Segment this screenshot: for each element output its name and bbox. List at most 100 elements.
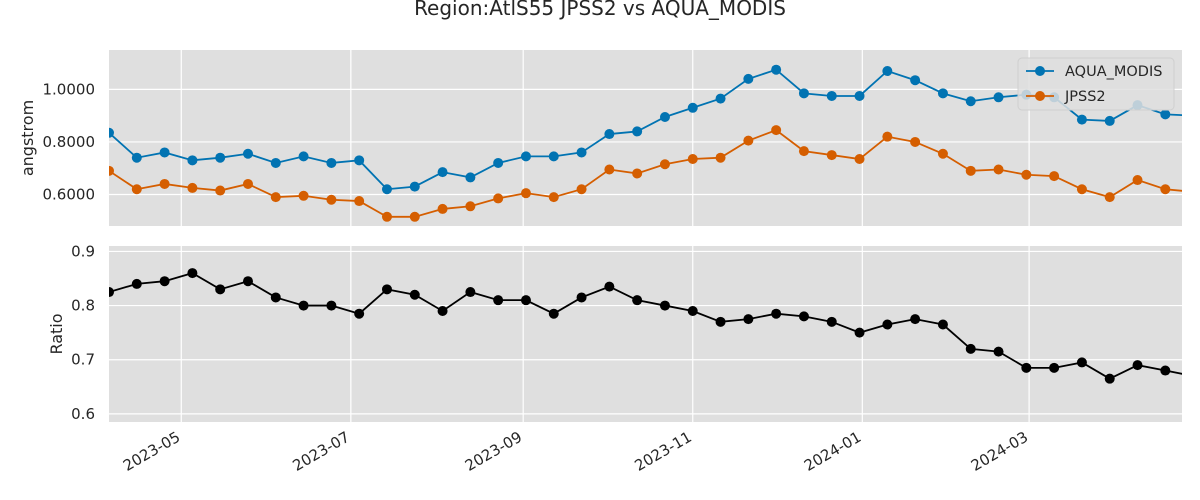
data-point — [687, 305, 698, 316]
data-point — [187, 155, 198, 166]
y-tick-label: 0.8 — [71, 297, 95, 315]
data-point — [604, 129, 615, 140]
data-point — [882, 66, 893, 77]
bottom-plot-area — [109, 246, 1182, 422]
data-point — [215, 185, 226, 196]
data-point — [965, 343, 976, 354]
data-point — [187, 182, 198, 193]
data-point — [1132, 175, 1143, 186]
data-point — [604, 164, 615, 175]
data-point — [576, 147, 587, 158]
y-tick-label: 0.9 — [71, 242, 95, 260]
data-point — [548, 192, 559, 203]
data-point — [409, 211, 420, 222]
data-point — [771, 308, 782, 319]
data-point — [131, 184, 142, 195]
data-point — [409, 181, 420, 192]
data-point — [798, 311, 809, 322]
data-point — [1049, 362, 1060, 373]
y-tick-label: 0.6000 — [43, 185, 96, 203]
top-series-group — [109, 64, 1182, 222]
data-point — [109, 287, 114, 298]
legend-label: JPSS2 — [1064, 89, 1106, 105]
data-point — [437, 167, 448, 178]
data-point — [1104, 115, 1115, 126]
data-point — [520, 295, 531, 306]
data-point — [576, 184, 587, 195]
data-point — [354, 196, 365, 207]
data-point — [242, 276, 253, 287]
data-point — [270, 157, 281, 168]
data-point — [687, 102, 698, 113]
data-point — [937, 148, 948, 159]
bottom-gridlines — [109, 246, 1182, 422]
data-point — [882, 319, 893, 330]
data-point — [465, 172, 476, 183]
data-point — [854, 154, 865, 165]
data-point — [826, 150, 837, 161]
chart-title: Region:AtlS55 JPSS2 vs AQUA_MODIS — [414, 0, 786, 20]
y-tick-label: 1.0000 — [43, 80, 96, 98]
data-point — [1076, 357, 1087, 368]
data-point — [465, 201, 476, 212]
data-point — [854, 90, 865, 101]
legend-label: AQUA_MODIS — [1065, 64, 1162, 80]
data-point — [109, 127, 114, 138]
top-y-tick-labels: 0.6000 0.8000 1.0000 — [43, 80, 96, 203]
data-point — [687, 154, 698, 165]
data-point — [1049, 171, 1060, 182]
data-point — [548, 151, 559, 162]
data-point — [659, 111, 670, 122]
data-point — [1132, 360, 1143, 371]
bottom-series-group — [109, 268, 1182, 384]
data-point — [937, 319, 948, 330]
data-point — [298, 300, 309, 311]
data-point — [715, 152, 726, 163]
top-panel: 0.6000 0.8000 1.0000 angstrom AQUA_MODIS JP… — [18, 50, 1182, 226]
data-point — [743, 135, 754, 146]
data-point — [798, 88, 809, 99]
legend-marker — [1035, 66, 1045, 76]
data-point — [965, 96, 976, 107]
data-point — [381, 211, 392, 222]
bottom-y-tick-labels: 0.6 0.7 0.8 0.9 — [71, 242, 95, 422]
data-point — [381, 184, 392, 195]
data-point — [910, 136, 921, 147]
data-point — [242, 148, 253, 159]
data-point — [659, 159, 670, 170]
data-point — [409, 289, 420, 300]
data-point — [632, 168, 643, 179]
data-point — [298, 190, 309, 201]
data-point — [604, 281, 615, 292]
legend: AQUA_MODIS JPSS2 — [1017, 57, 1175, 111]
top-y-axis-label: angstrom — [18, 100, 37, 176]
data-point — [659, 300, 670, 311]
legend-item-jpss2: JPSS2 — [1026, 89, 1106, 105]
data-point — [937, 88, 948, 99]
data-point — [715, 93, 726, 104]
data-point — [187, 268, 198, 279]
data-point — [465, 287, 476, 298]
data-point — [381, 284, 392, 295]
data-point — [131, 278, 142, 289]
legend-item-aqua_modis: AQUA_MODIS — [1026, 64, 1162, 80]
data-point — [520, 151, 531, 162]
bottom-y-axis-label: Ratio — [47, 313, 66, 354]
data-point — [1160, 365, 1171, 376]
data-point — [798, 146, 809, 157]
data-point — [437, 203, 448, 214]
data-point — [298, 151, 309, 162]
data-point — [715, 316, 726, 327]
y-tick-label: 0.6 — [71, 405, 95, 423]
series-jpss2 — [109, 125, 1182, 222]
series-ratio — [109, 268, 1182, 384]
data-point — [993, 164, 1004, 175]
data-point — [493, 157, 504, 168]
data-point — [1104, 192, 1115, 203]
data-point — [826, 316, 837, 327]
data-point — [270, 192, 281, 203]
data-point — [576, 292, 587, 303]
y-tick-label: 0.8000 — [43, 133, 96, 151]
data-point — [910, 314, 921, 325]
data-point — [493, 193, 504, 204]
